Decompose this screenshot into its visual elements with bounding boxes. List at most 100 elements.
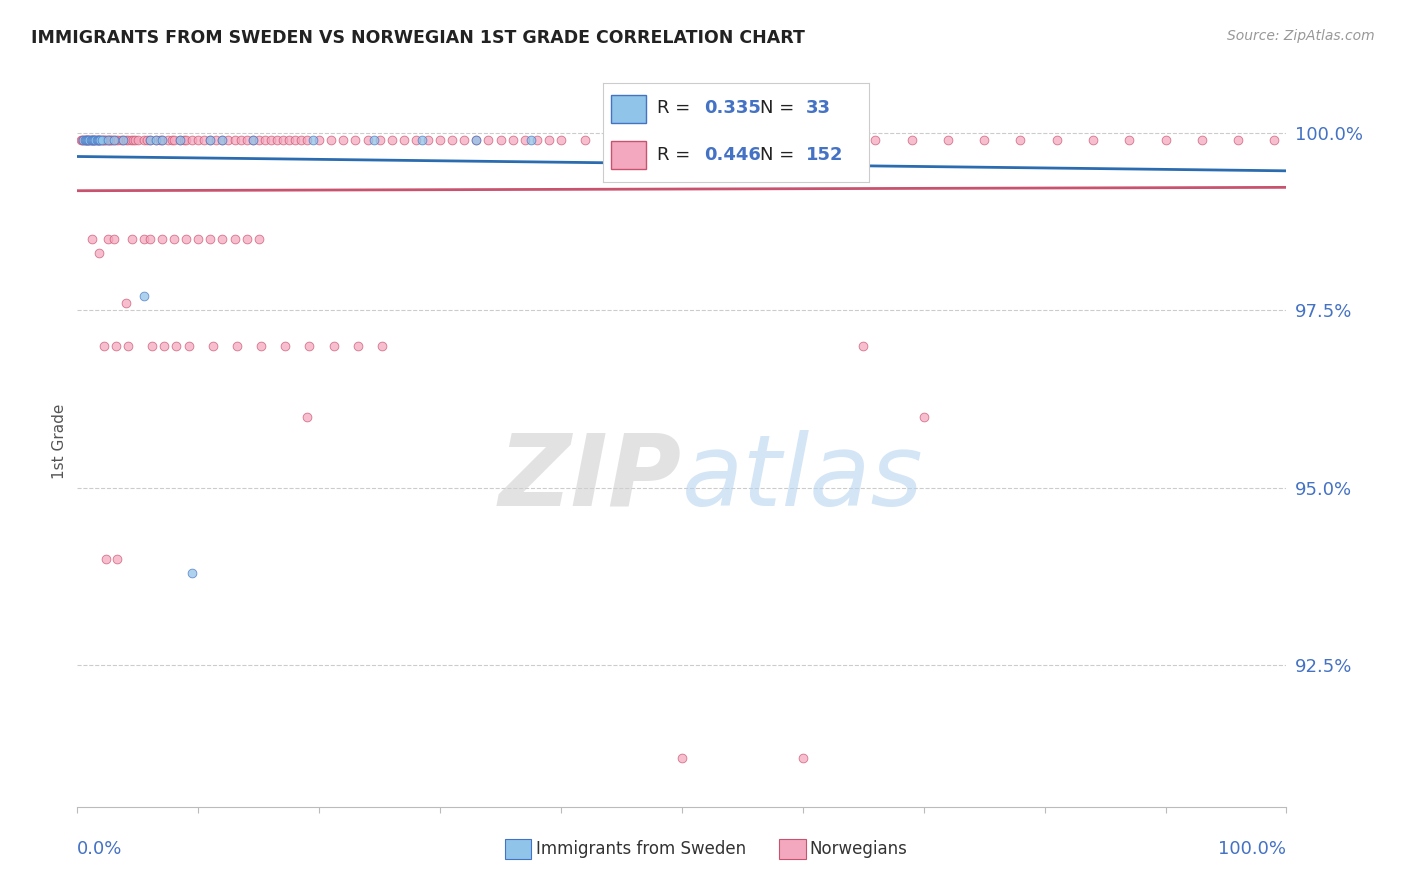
Point (120, 133, 142, 147)
Point (76, 133, 98, 147)
Point (75, 133, 97, 147)
Point (226, 339, 249, 353)
Point (98, 133, 121, 147)
Point (112, 133, 135, 147)
Point (87, 133, 110, 147)
Text: IMMIGRANTS FROM SWEDEN VS NORWEGIAN 1ST GRADE CORRELATION CHART: IMMIGRANTS FROM SWEDEN VS NORWEGIAN 1ST … (31, 29, 804, 46)
Point (96, 133, 118, 147)
Point (94, 133, 117, 147)
Point (671, 750, 693, 764)
Point (200, 133, 222, 147)
Point (79, 133, 101, 147)
Point (792, 133, 814, 147)
Point (157, 133, 180, 147)
Point (477, 133, 499, 147)
Point (77, 133, 100, 147)
Point (271, 133, 294, 147)
Point (145, 133, 167, 147)
Point (321, 133, 343, 147)
Point (520, 133, 543, 147)
Point (356, 133, 378, 147)
Point (250, 339, 273, 353)
Point (224, 133, 246, 147)
Point (235, 232, 257, 246)
Text: 0.0%: 0.0% (77, 840, 122, 858)
Point (718, 133, 741, 147)
Point (132, 232, 155, 246)
Point (72, 133, 94, 147)
Point (141, 339, 163, 353)
Point (103, 133, 125, 147)
Point (86, 133, 108, 147)
Point (114, 133, 136, 147)
Point (284, 133, 307, 147)
Text: Immigrants from Sweden: Immigrants from Sweden (536, 840, 745, 858)
Point (865, 133, 887, 147)
Point (91, 133, 114, 147)
Point (247, 232, 270, 246)
Point (79, 133, 101, 147)
Point (139, 232, 162, 246)
Text: atlas: atlas (682, 430, 924, 526)
Point (242, 133, 264, 147)
Point (100, 133, 122, 147)
Point (177, 339, 200, 353)
Point (84, 133, 107, 147)
Point (150, 133, 173, 147)
Point (187, 133, 209, 147)
Point (416, 133, 439, 147)
Point (235, 133, 257, 147)
Point (114, 296, 136, 310)
Point (75, 133, 97, 147)
Point (163, 133, 186, 147)
Point (148, 133, 170, 147)
Point (187, 232, 209, 246)
Point (96, 133, 118, 147)
Point (900, 133, 922, 147)
Point (598, 133, 620, 147)
Y-axis label: 1st Grade: 1st Grade (52, 404, 67, 479)
Text: ZIP: ZIP (499, 430, 682, 526)
Point (1010, 133, 1032, 147)
Point (405, 133, 427, 147)
Point (90, 133, 112, 147)
Point (80, 133, 103, 147)
Point (82, 133, 104, 147)
Point (87, 133, 110, 147)
Point (153, 339, 176, 353)
Point (429, 133, 451, 147)
Point (322, 339, 344, 353)
Point (117, 133, 139, 147)
Point (70, 133, 93, 147)
Point (201, 339, 224, 353)
Point (117, 339, 139, 353)
Point (181, 566, 204, 580)
Point (89, 133, 111, 147)
Point (169, 133, 191, 147)
Point (537, 133, 560, 147)
Point (101, 133, 124, 147)
Point (211, 232, 233, 246)
Point (105, 133, 128, 147)
Point (936, 133, 959, 147)
Point (381, 133, 404, 147)
Point (166, 339, 188, 353)
Point (347, 339, 370, 353)
Point (574, 133, 596, 147)
Point (392, 133, 415, 147)
Point (169, 133, 191, 147)
Point (550, 133, 572, 147)
Point (93, 339, 115, 353)
Point (308, 133, 330, 147)
Point (441, 133, 464, 147)
Point (174, 133, 197, 147)
Point (83, 133, 105, 147)
Point (295, 133, 318, 147)
Point (150, 133, 173, 147)
Point (852, 339, 875, 353)
Point (973, 133, 995, 147)
Point (80, 232, 103, 246)
Point (828, 133, 851, 147)
Point (163, 232, 186, 246)
Point (121, 232, 143, 246)
